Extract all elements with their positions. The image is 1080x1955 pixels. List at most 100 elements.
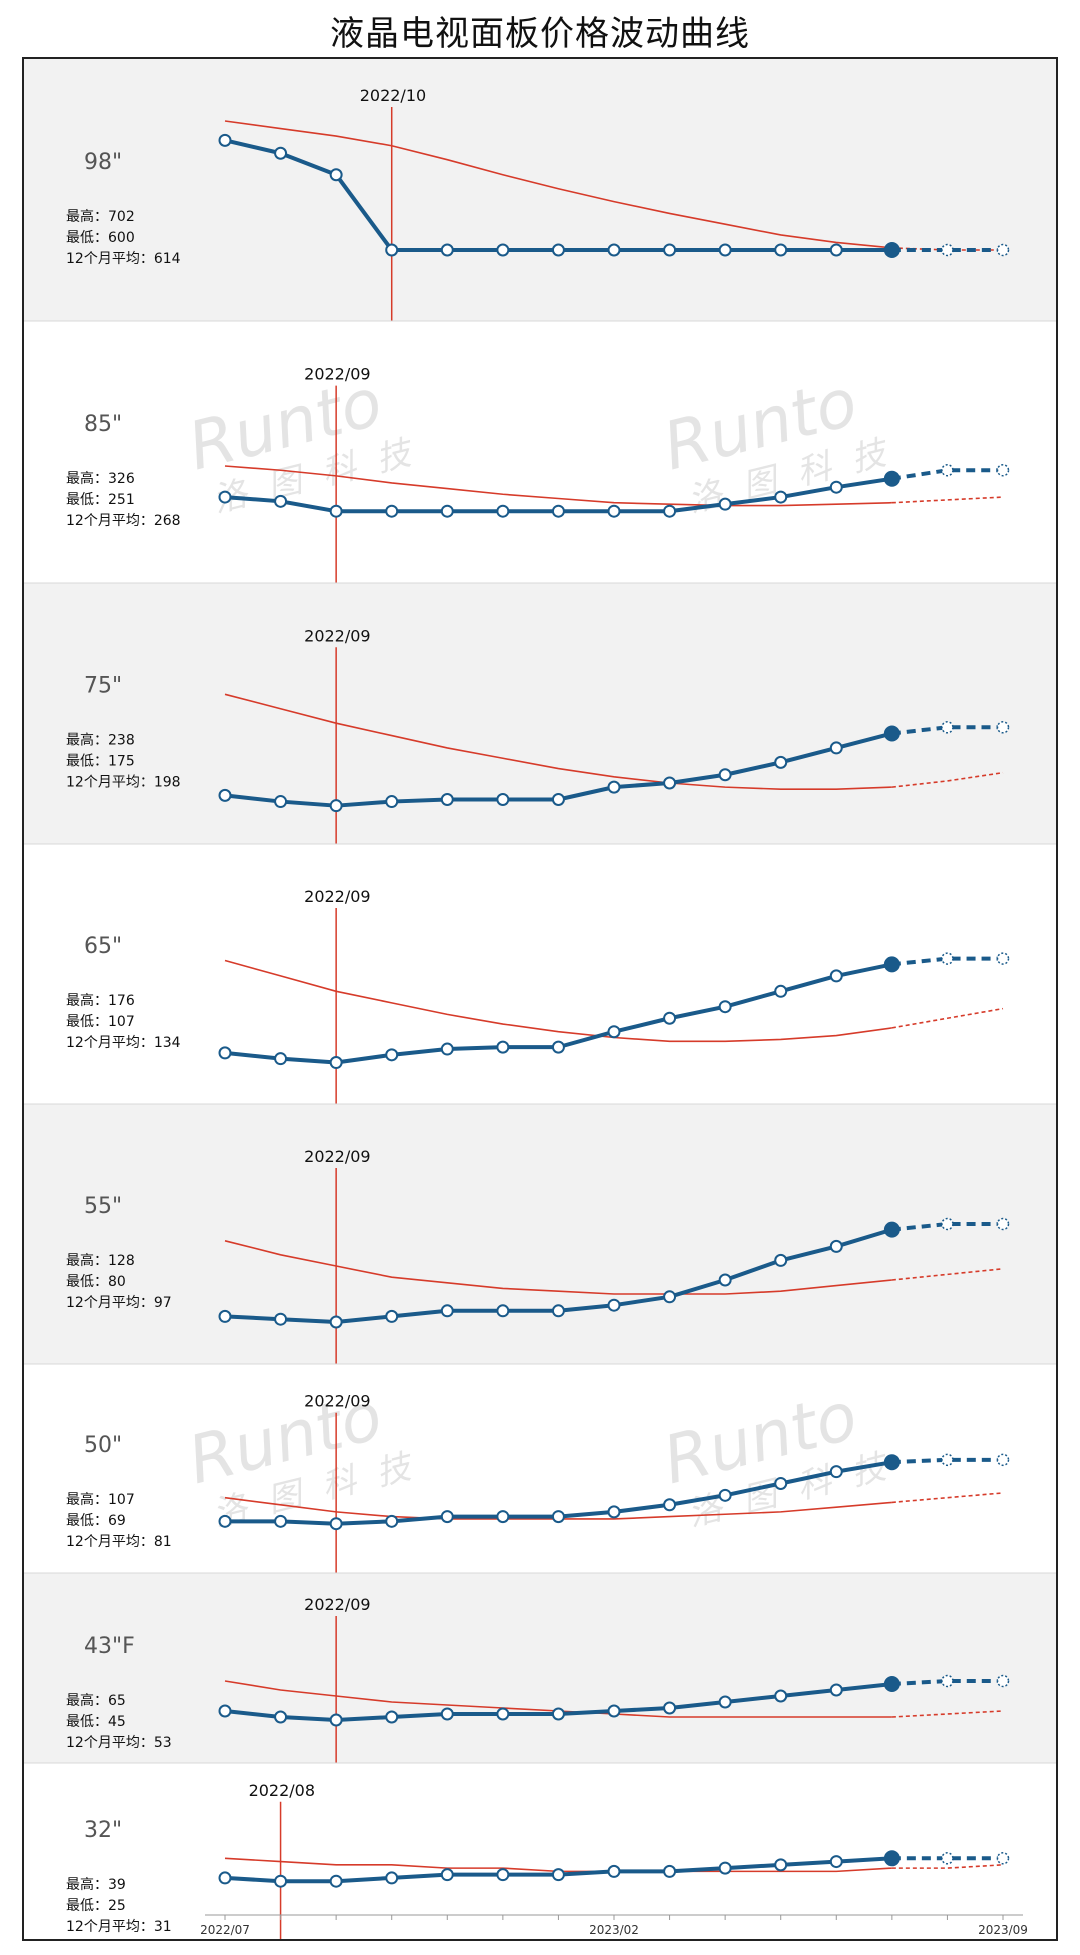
data-point — [385, 1710, 399, 1724]
panel-background — [24, 1104, 1056, 1364]
data-point — [329, 1713, 343, 1727]
data-point — [496, 1510, 510, 1524]
panel-background — [24, 59, 1056, 321]
data-point — [496, 1868, 510, 1882]
data-point — [774, 1476, 788, 1490]
data-point — [607, 1025, 621, 1039]
average-line-forecast — [891, 1268, 1004, 1281]
data-point — [718, 768, 732, 782]
data-point — [663, 243, 677, 257]
current-price-forecast — [891, 956, 1003, 967]
average-line — [224, 959, 892, 1043]
data-point — [385, 1514, 399, 1528]
data-point — [829, 1239, 843, 1253]
panel-max-label: 最高：176 — [66, 992, 135, 1009]
panel-4: 55" 最高：128 最低：80 12个月平均：97 2022/09 — [24, 1103, 1056, 1364]
panel-max-label: 最高：238 — [66, 732, 135, 749]
marker-label: 2022/09 — [304, 1595, 370, 1614]
data-point — [551, 504, 565, 518]
panel-size-label: 75" — [84, 674, 122, 699]
data-point — [385, 1871, 399, 1885]
average-line-forecast — [891, 496, 1004, 504]
average-line-forecast — [891, 1864, 1004, 1869]
data-point — [274, 795, 288, 809]
panel-avg-label: 12个月平均：268 — [66, 513, 181, 529]
data-point — [440, 792, 454, 806]
data-point — [607, 504, 621, 518]
forecast-point — [996, 1674, 1010, 1688]
data-point — [774, 490, 788, 504]
data-point — [718, 243, 732, 257]
forecast-point — [996, 952, 1010, 965]
data-point — [607, 1864, 621, 1878]
data-point — [718, 1488, 732, 1502]
panel-max-label: 最高：39 — [66, 1876, 126, 1893]
data-point — [551, 1510, 565, 1524]
panel-min-label: 最低：251 — [66, 492, 135, 508]
data-point — [663, 1498, 677, 1512]
data-point — [496, 1707, 510, 1721]
data-point — [218, 490, 232, 504]
panel-background — [24, 1763, 1056, 1939]
forecast-point — [996, 1217, 1010, 1231]
marker-label: 2022/10 — [360, 86, 426, 105]
data-point — [829, 480, 843, 494]
average-line — [224, 693, 892, 790]
panel-avg-label: 12个月平均：198 — [66, 775, 181, 791]
data-point — [551, 1707, 565, 1721]
panel-background — [24, 321, 1056, 583]
panel-max-label: 最高：128 — [66, 1252, 135, 1269]
panel-7: 32" 最高：39 最低：25 12个月平均：31 2022/08 — [24, 1762, 1056, 1939]
panel-6: 43"F 最高：65 最低：45 12个月平均：53 2022/09 — [24, 1572, 1056, 1763]
data-point — [440, 1868, 454, 1882]
data-point — [440, 1510, 454, 1524]
average-line-forecast — [891, 771, 1004, 788]
forecast-point — [996, 1453, 1010, 1467]
data-point — [607, 1298, 621, 1312]
data-point — [329, 504, 343, 518]
data-point — [385, 795, 399, 809]
data-point — [218, 133, 232, 147]
data-point — [663, 504, 677, 518]
x-tick-label: 2023/09 — [978, 1923, 1028, 1937]
current-price-latest-point — [883, 725, 900, 742]
panel-avg-label: 12个月平均：53 — [66, 1735, 172, 1751]
data-point — [218, 1704, 232, 1718]
data-point — [329, 1056, 343, 1070]
panel-background — [24, 844, 1056, 1104]
data-point — [218, 1871, 232, 1885]
current-price-latest-point — [883, 1850, 900, 1867]
data-point — [829, 969, 843, 983]
panel-background — [24, 1573, 1056, 1763]
data-point — [496, 243, 510, 257]
data-point — [774, 243, 788, 257]
data-point — [663, 1864, 677, 1878]
x-axis: 2022/07 2023/02 2023/09 — [200, 1914, 1028, 1937]
panel-background — [24, 583, 1056, 844]
data-point — [774, 1253, 788, 1267]
panel-2: 75" 最高：238 最低：175 12个月平均：198 2022/09 — [24, 582, 1056, 844]
forecast-point — [941, 1852, 954, 1865]
data-point — [663, 776, 677, 790]
panel-min-label: 最低：600 — [66, 230, 135, 246]
data-point — [385, 1048, 399, 1062]
average-line — [224, 120, 892, 249]
data-point — [440, 243, 454, 257]
data-point — [607, 1704, 621, 1718]
average-line — [224, 465, 892, 507]
panel-min-label: 最低：45 — [66, 1714, 126, 1730]
data-point — [329, 1315, 343, 1329]
data-point — [774, 1858, 788, 1872]
panel-max-label: 最高：65 — [66, 1692, 126, 1709]
panel-avg-label: 12个月平均：134 — [66, 1035, 181, 1051]
panel-min-label: 最低：69 — [66, 1513, 126, 1529]
data-point — [329, 1517, 343, 1531]
forecast-point — [941, 463, 954, 477]
data-point — [718, 1273, 732, 1287]
panel-background — [24, 1364, 1056, 1573]
data-point — [329, 1874, 343, 1888]
current-price-latest-point — [883, 242, 900, 258]
data-point — [718, 497, 732, 511]
data-point — [385, 504, 399, 518]
data-point — [274, 1514, 288, 1528]
